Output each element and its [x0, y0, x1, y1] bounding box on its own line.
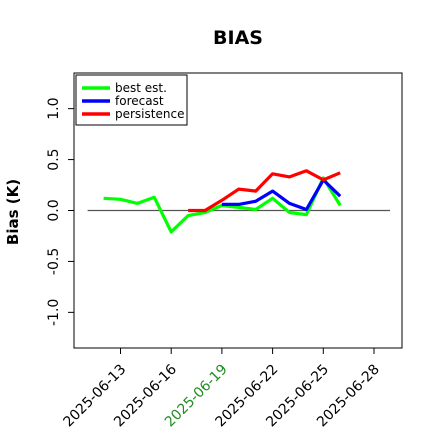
x-axis: 2025-06-132025-06-162025-06-192025-06-22… [60, 348, 383, 430]
legend-label: forecast [115, 94, 164, 108]
y-tick-label: -0.5 [46, 248, 62, 275]
series-line-forecast [221, 178, 342, 212]
y-axis-label: Bias (K) [4, 179, 22, 245]
y-tick-label: 0.5 [46, 148, 62, 170]
chart-title: BIAS [213, 27, 263, 49]
y-tick-label: 1.0 [46, 98, 62, 120]
legend-label: best est. [115, 81, 167, 95]
y-axis: 1.0 0.5 0.0 -0.5 -1.0 [46, 98, 74, 326]
y-tick-label: 0.0 [46, 199, 62, 221]
legend-label: persistence [115, 107, 184, 121]
series-line-persistence [188, 169, 341, 213]
y-tick-label: -1.0 [46, 299, 62, 326]
series-lines [103, 169, 342, 234]
